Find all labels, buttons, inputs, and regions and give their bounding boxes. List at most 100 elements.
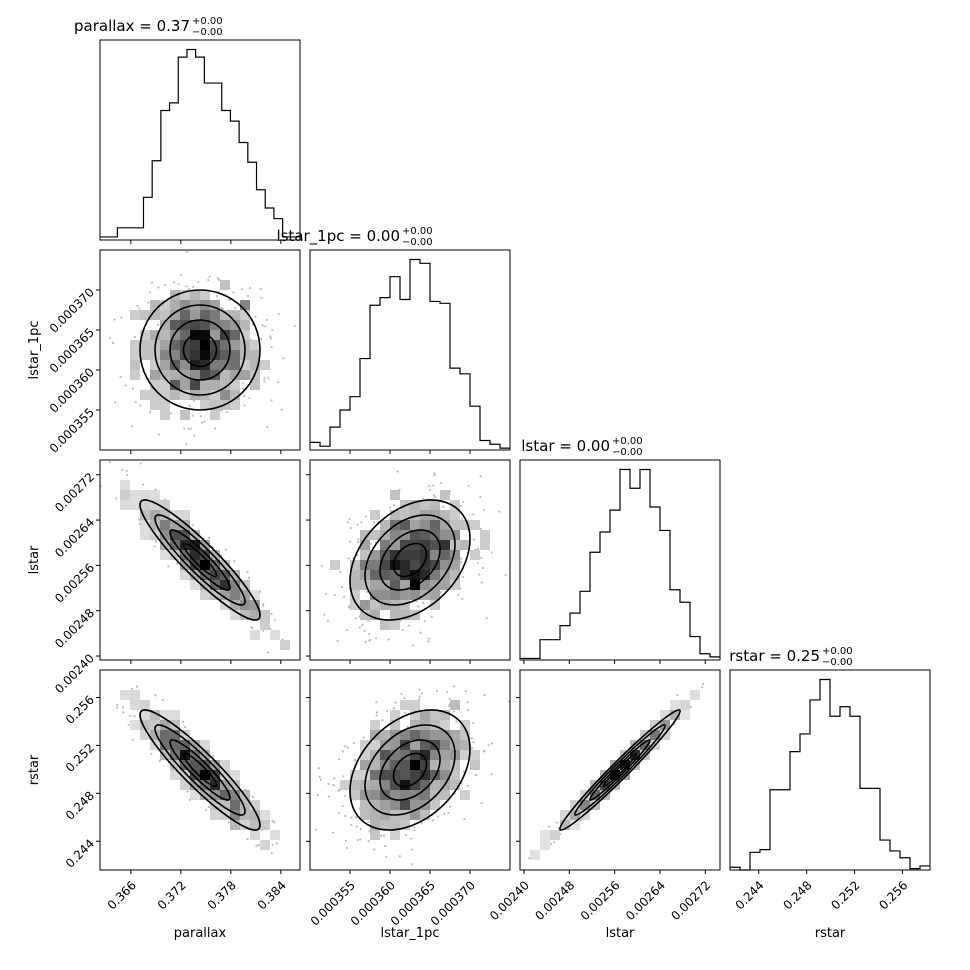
density-cell [230,360,240,370]
density-cell [170,540,180,550]
sample-point [149,410,152,414]
density-cell [410,740,420,750]
sample-point [401,629,404,632]
sample-point [233,559,236,563]
density-cell [180,760,190,770]
density-cell [380,770,390,780]
sample-point [121,468,124,471]
sample-point [215,295,219,298]
sample-point [472,513,475,516]
sample-point [347,557,350,560]
density-cell [230,390,240,400]
density-cell [230,570,240,580]
sample-point [449,805,452,808]
density-cell [160,350,170,360]
histogram-panel-lstar_1pc: lstar_1pc = 0.00 +0.00−0.00 [276,226,511,451]
density-cell [170,550,180,560]
density-cell [400,700,410,710]
sample-point [260,296,263,299]
density-cell [170,770,180,780]
density-cell [150,490,160,500]
density-cell [250,810,260,820]
density-cell [370,590,380,600]
sample-point [387,638,390,641]
sample-point [349,540,352,543]
density-cell [220,340,230,350]
sample-point [459,557,462,560]
sample-point [443,812,446,815]
density-cell [170,530,180,540]
density-cell [430,730,440,740]
density-cell [370,780,380,790]
sample-point [218,278,221,281]
density-cell [140,700,150,710]
sample-point [418,688,421,691]
density-cell [400,770,410,780]
density-cell [220,770,230,780]
density-cell [620,750,630,760]
sample-point [248,397,251,400]
density-cell [390,780,400,790]
density-cell [680,700,690,710]
density-cell [400,610,410,620]
density-cell [130,500,140,510]
density-cell [370,800,380,810]
density-cell [470,760,480,770]
density-cell [240,300,250,310]
density-cell [690,690,700,700]
sample-point [258,590,262,593]
density-cell [170,730,180,740]
density-cell [390,570,400,580]
density-cell [230,800,240,810]
histogram-step-lstar_1pc [310,258,510,449]
density-cell [210,590,220,600]
density-cell [190,290,200,300]
density-cell [560,810,570,820]
density-cell [230,580,240,590]
density-cell [220,780,230,790]
density-cell [230,310,240,320]
sample-point [269,627,272,630]
sample-point [269,335,272,338]
sample-point [398,488,401,492]
contour-line [139,289,261,411]
sample-point [188,798,192,801]
sample-point [461,597,464,600]
density-cell [210,800,220,810]
density-cell [190,320,200,330]
density-cell [160,510,170,520]
density-cell [450,500,460,510]
sample-point [369,542,373,545]
sample-point [487,744,490,747]
sample-point [141,483,145,486]
density-cell [680,710,690,720]
density-cell [230,770,240,780]
sample-point [356,838,359,842]
x-tick-label-lstar: 0.00272 [668,878,713,923]
density-cell [190,350,200,360]
density-cell [130,310,140,320]
y-axis-label-lstar: lstar [27,545,42,574]
sample-point [189,427,192,430]
sample-point [367,839,370,843]
sample-point [134,400,137,403]
density-cell [170,760,180,770]
density-cell [400,590,410,600]
density-cell [410,530,420,540]
sample-point [472,741,475,744]
density-cell [200,350,210,360]
density-cell [380,540,390,550]
density-cell [240,360,250,370]
sample-point [347,606,351,609]
density-cell [410,560,420,570]
contour-line [169,319,231,381]
density-cell [470,750,480,760]
density-cell [260,840,270,850]
density-cell [140,340,150,350]
density-cell [160,540,170,550]
sample-point [346,521,349,524]
density-cell [210,760,220,770]
density-cell [220,320,230,330]
density-cell [410,700,420,710]
sample-point [175,562,179,565]
